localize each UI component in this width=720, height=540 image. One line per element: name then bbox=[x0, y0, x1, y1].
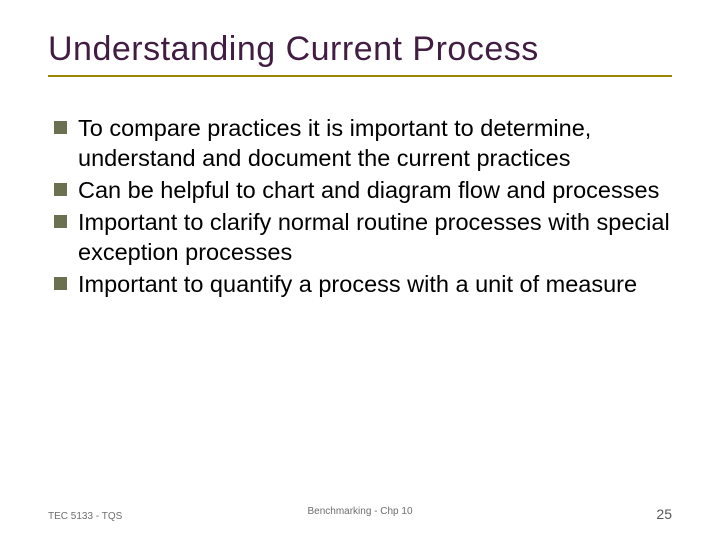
bullet-square-icon bbox=[54, 121, 67, 134]
list-item: Important to quantify a process with a u… bbox=[54, 269, 672, 299]
footer-left: TEC 5133 - TQS bbox=[48, 511, 122, 522]
bullet-square-icon bbox=[54, 215, 67, 228]
bullet-square-icon bbox=[54, 277, 67, 290]
bullet-text: Important to clarify normal routine proc… bbox=[78, 207, 672, 267]
footer-page-number: 25 bbox=[656, 506, 672, 522]
bullet-square-icon bbox=[54, 183, 67, 196]
list-item: Important to clarify normal routine proc… bbox=[54, 207, 672, 267]
list-item: To compare practices it is important to … bbox=[54, 113, 672, 173]
bullet-text: Important to quantify a process with a u… bbox=[78, 269, 637, 299]
slide-title: Understanding Current Process bbox=[48, 30, 672, 69]
bullet-text: Can be helpful to chart and diagram flow… bbox=[78, 175, 659, 205]
list-item: Can be helpful to chart and diagram flow… bbox=[54, 175, 672, 205]
slide-footer: TEC 5133 - TQS Benchmarking - Chp 10 25 bbox=[48, 506, 672, 522]
bullet-text: To compare practices it is important to … bbox=[78, 113, 672, 173]
bullet-list: To compare practices it is important to … bbox=[48, 113, 672, 299]
title-divider bbox=[48, 75, 672, 77]
footer-center: Benchmarking - Chp 10 bbox=[307, 506, 412, 517]
